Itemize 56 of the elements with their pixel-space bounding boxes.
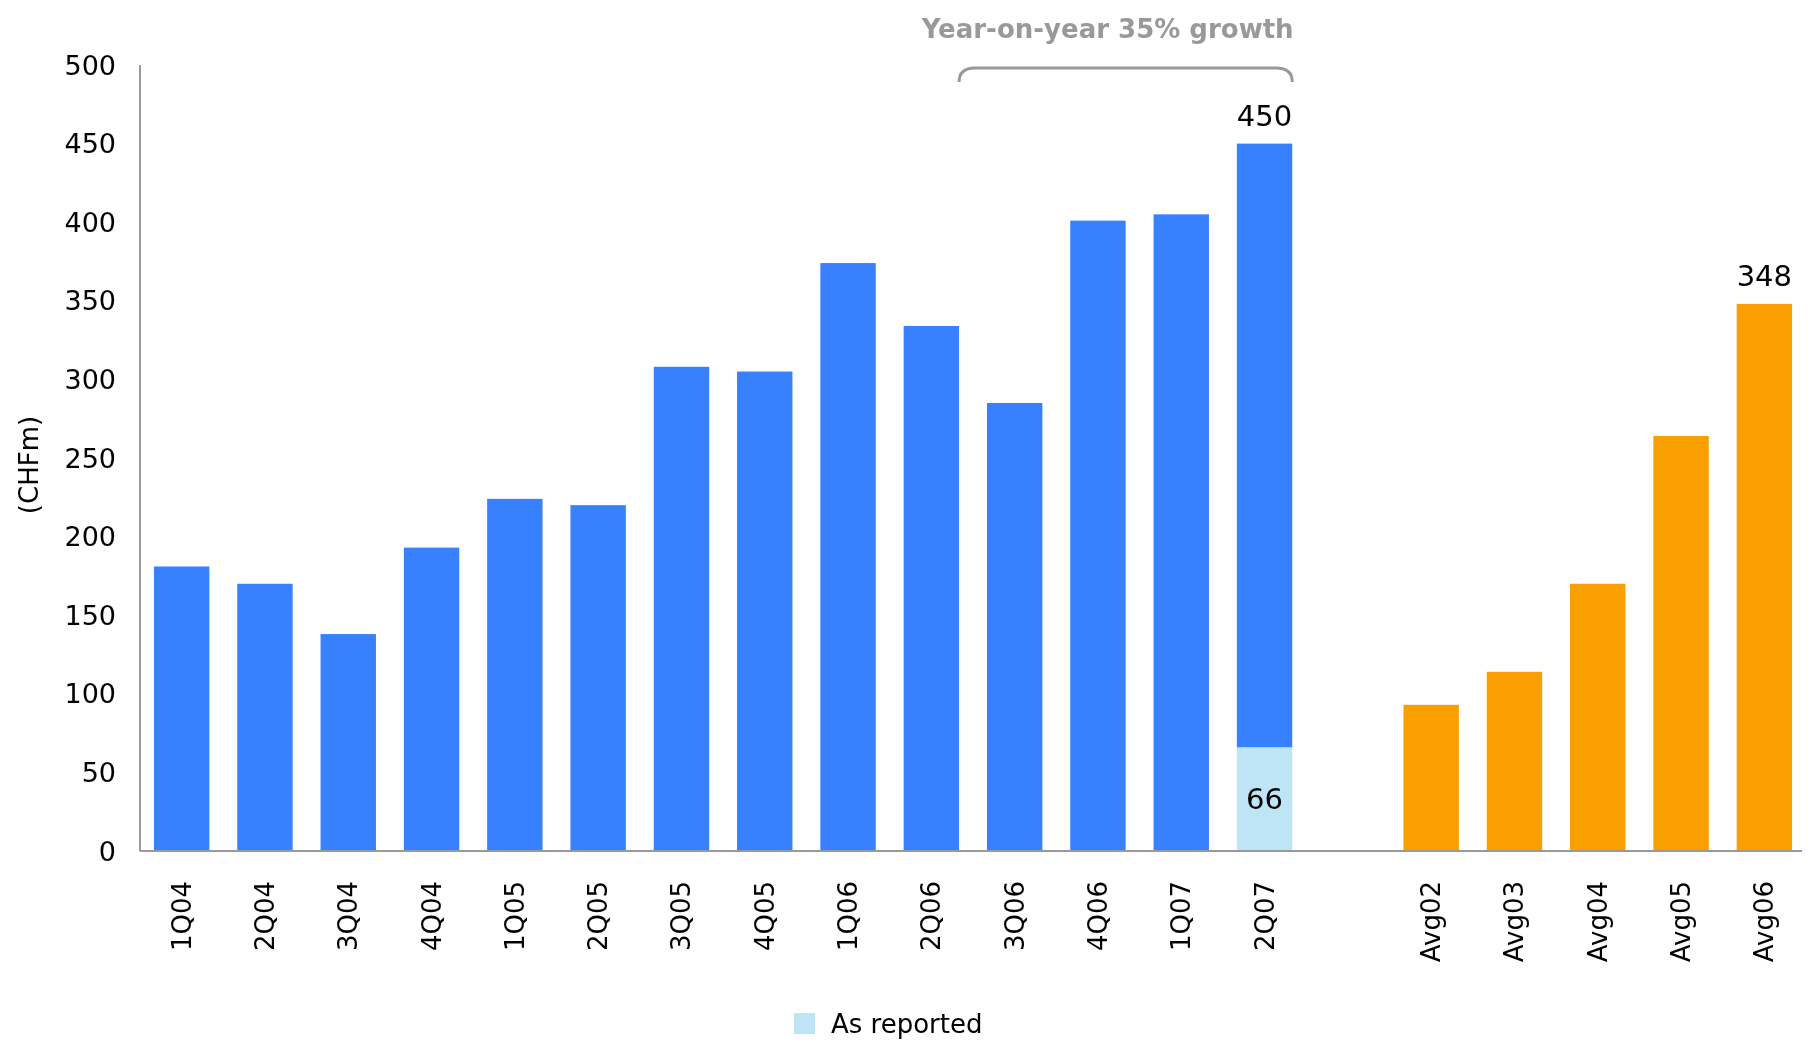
bar (1736, 303, 1793, 851)
y-tick-label: 50 (81, 756, 116, 788)
bar (1570, 583, 1626, 851)
total-label: 348 (1736, 258, 1793, 293)
y-tick-label: 200 (64, 521, 116, 553)
y-tick-label: 150 (64, 599, 116, 631)
y-tick-label: 400 (64, 206, 116, 238)
y-tick-label: 0 (98, 835, 116, 867)
bar (820, 263, 876, 851)
x-tick-label: 1Q07 (1166, 881, 1197, 952)
x-tick-label: 4Q05 (749, 881, 780, 952)
bar (1236, 143, 1293, 748)
bar (1486, 671, 1543, 851)
bar (653, 366, 710, 851)
y-tick-label: 250 (64, 442, 116, 474)
y-tick-label: 500 (64, 49, 116, 81)
bar (903, 325, 960, 851)
x-tick-label: Avg05 (1666, 881, 1697, 963)
bar (487, 498, 543, 851)
x-tick-label: 4Q06 (1082, 881, 1113, 952)
bar (403, 547, 460, 851)
legend-label: As reported (831, 1009, 983, 1039)
x-tick-label: 2Q06 (916, 881, 947, 952)
x-tick-label: 1Q04 (166, 881, 197, 952)
bar (320, 634, 376, 851)
bar (1070, 220, 1126, 851)
x-tick-label: 3Q04 (333, 881, 364, 952)
bar (237, 583, 293, 851)
y-axis-title: (CHFm) (14, 415, 44, 515)
text: Year-on-year 35% growth (920, 14, 1294, 44)
x-tick-label: 2Q05 (583, 881, 614, 952)
x-tick-label: 2Q07 (1249, 881, 1280, 952)
x-tick-label: 3Q06 (999, 881, 1030, 952)
y-tick-label: 350 (64, 285, 116, 317)
x-tick-label: 3Q05 (666, 881, 697, 952)
x-tick-label: 1Q05 (499, 881, 530, 952)
y-tick-label: 100 (64, 678, 116, 710)
bar (986, 402, 1043, 851)
y-tick-label: 300 (64, 363, 116, 395)
bar (737, 371, 793, 851)
bar (1236, 747, 1293, 851)
data-label: 66 (1246, 782, 1283, 817)
x-tick-label: Avg06 (1749, 881, 1780, 963)
bar (153, 566, 210, 851)
y-tick-label: 450 (64, 128, 116, 160)
x-tick-label: 4Q04 (416, 881, 447, 952)
total-label: 450 (1236, 98, 1293, 133)
bar (570, 505, 626, 851)
x-tick-label: Avg03 (1499, 881, 1530, 963)
x-tick-label: 2Q04 (249, 881, 280, 952)
x-tick-label: Avg02 (1416, 881, 1447, 963)
x-tick-label: Avg04 (1582, 881, 1613, 963)
bar (1403, 704, 1459, 851)
x-tick-label: 1Q06 (833, 881, 864, 952)
bar (1653, 435, 1709, 851)
bar (1153, 214, 1209, 851)
